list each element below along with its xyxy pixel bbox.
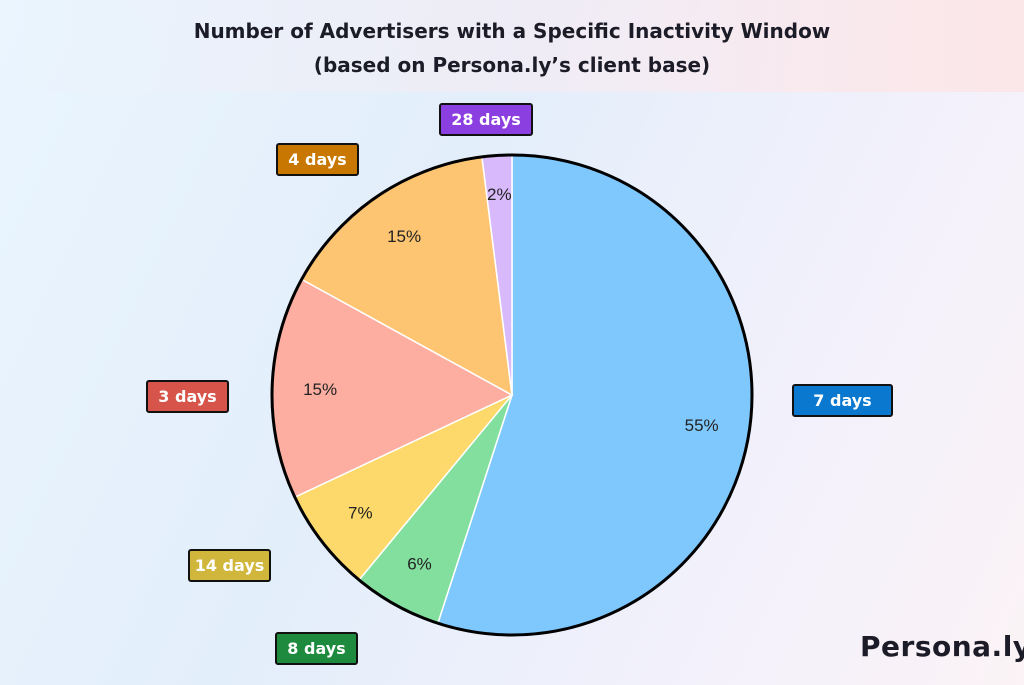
pct-label: 7% [348,504,373,523]
subtitle-line: (based on Persona.ly’s client base) [313,53,711,77]
pct-label: 15% [387,227,421,246]
tag-28-days: 28 days [439,103,533,136]
tag-4-days: 4 days [276,143,359,176]
pct-label: 2% [487,185,512,204]
title-band [0,0,1024,92]
tag-14-days: 14 days [188,549,271,582]
tag-8-days: 8 days [275,632,358,665]
pct-label: 15% [303,380,337,399]
persona-ly-logo: Persona.ly [860,630,1024,663]
pie-outline [270,153,754,637]
pct-label: 55% [685,416,719,435]
title-line: Number of Advertisers with a Specific In… [193,19,831,43]
pct-label: 6% [407,554,432,573]
tag-3-days: 3 days [146,380,229,413]
tag-7-days: 7 days [792,384,893,417]
chart-title: Number of Advertisers with a Specific In… [0,14,1024,82]
